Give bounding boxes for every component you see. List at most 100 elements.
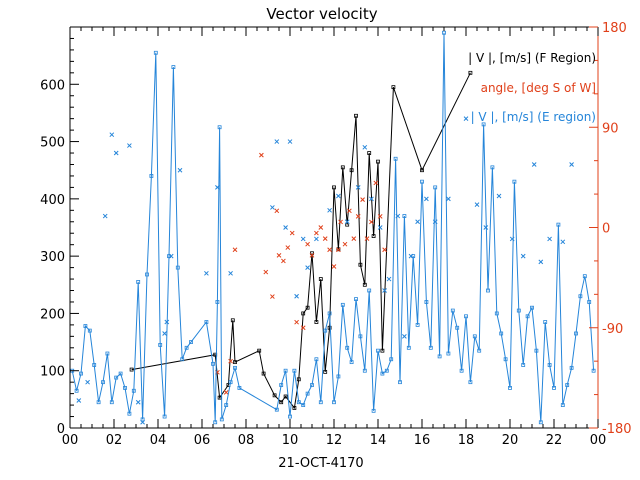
data-point [349, 360, 354, 365]
data-point [371, 234, 376, 238]
data-point [362, 144, 368, 150]
data-point [331, 264, 337, 269]
x-marker-stroke [336, 193, 341, 199]
data-point [496, 193, 502, 199]
data-point [118, 371, 123, 376]
x-tick-label: 16 [414, 433, 431, 448]
data-point [369, 196, 374, 202]
data-point [358, 334, 363, 339]
x-marker-stroke [289, 230, 295, 236]
data-point [204, 320, 209, 324]
data-point [327, 325, 332, 330]
data-point [327, 207, 332, 213]
data-point [105, 351, 110, 356]
x-marker-stroke [274, 208, 280, 214]
data-point [217, 125, 222, 130]
data-point [232, 247, 238, 253]
x-marker-stroke [232, 247, 238, 253]
data-point [288, 414, 292, 419]
series-0 [129, 70, 473, 410]
x-marker-stroke [377, 225, 383, 230]
data-point [305, 265, 310, 270]
data-point [490, 165, 495, 170]
x-tick-label: 18 [458, 433, 475, 448]
data-point [373, 180, 379, 186]
data-point [574, 331, 578, 336]
data-point [215, 185, 220, 190]
x-marker-stroke [369, 219, 374, 225]
data-point [283, 368, 288, 373]
data-point [283, 225, 288, 230]
data-point [376, 348, 380, 353]
x-marker-stroke [76, 398, 82, 403]
data-point [314, 357, 319, 362]
data-point [274, 208, 280, 214]
data-point [211, 361, 215, 366]
legend-entry: | V |, [m/s] (E region) [471, 110, 596, 124]
data-point [129, 367, 134, 372]
x-marker-stroke [496, 193, 502, 199]
data-point [355, 185, 361, 190]
x-tick-label: 20 [502, 433, 519, 448]
data-point [369, 219, 374, 225]
data-point [180, 357, 185, 362]
data-point [228, 270, 233, 276]
data-point [336, 193, 341, 199]
data-point [327, 311, 332, 316]
data-point [131, 388, 136, 393]
data-point [336, 374, 341, 379]
data-point [543, 320, 548, 324]
series-layer [70, 30, 596, 425]
data-point [289, 230, 295, 236]
data-point [521, 363, 526, 367]
data-point [233, 360, 237, 365]
x-marker-stroke [294, 293, 299, 299]
data-point [560, 239, 566, 245]
x-marker-stroke [327, 247, 332, 253]
data-point [274, 139, 280, 144]
x-marker-stroke [300, 325, 306, 331]
x-marker-stroke [305, 241, 310, 247]
x-marker-stroke [408, 253, 414, 259]
data-point [382, 247, 387, 253]
data-point [327, 247, 332, 253]
x-marker-stroke [364, 236, 370, 241]
data-point [228, 380, 233, 385]
data-point [109, 132, 115, 138]
x-marker-stroke [463, 116, 469, 122]
x-marker-stroke [402, 333, 407, 339]
data-point [261, 371, 266, 376]
x-marker-stroke [432, 219, 438, 225]
data-point [279, 383, 284, 387]
data-point [300, 325, 306, 331]
x-marker-stroke [270, 205, 275, 210]
data-point [345, 345, 350, 350]
data-point [512, 179, 517, 184]
data-point [314, 230, 319, 236]
x-marker-stroke [140, 419, 145, 425]
x-marker-stroke [309, 252, 315, 258]
x-marker-stroke [314, 236, 319, 242]
data-point [552, 385, 556, 390]
series-line [71, 32, 595, 423]
data-point [310, 383, 314, 387]
data-point [76, 398, 82, 403]
data-point [362, 368, 367, 373]
data-point [354, 113, 358, 118]
data-point [468, 70, 473, 75]
x-marker-stroke [204, 270, 209, 276]
data-point [406, 345, 411, 350]
data-point [389, 357, 394, 362]
data-point [380, 371, 385, 376]
data-point [380, 348, 385, 353]
data-point [477, 348, 482, 353]
x-marker-stroke [327, 207, 332, 213]
data-point [300, 236, 306, 242]
x-tick-label: 10 [282, 433, 299, 448]
data-point [358, 262, 363, 267]
data-point [332, 185, 336, 190]
x-marker-stroke [360, 197, 365, 203]
data-point [384, 368, 389, 373]
x-marker-stroke [369, 196, 374, 202]
x-marker-stroke [294, 319, 299, 325]
